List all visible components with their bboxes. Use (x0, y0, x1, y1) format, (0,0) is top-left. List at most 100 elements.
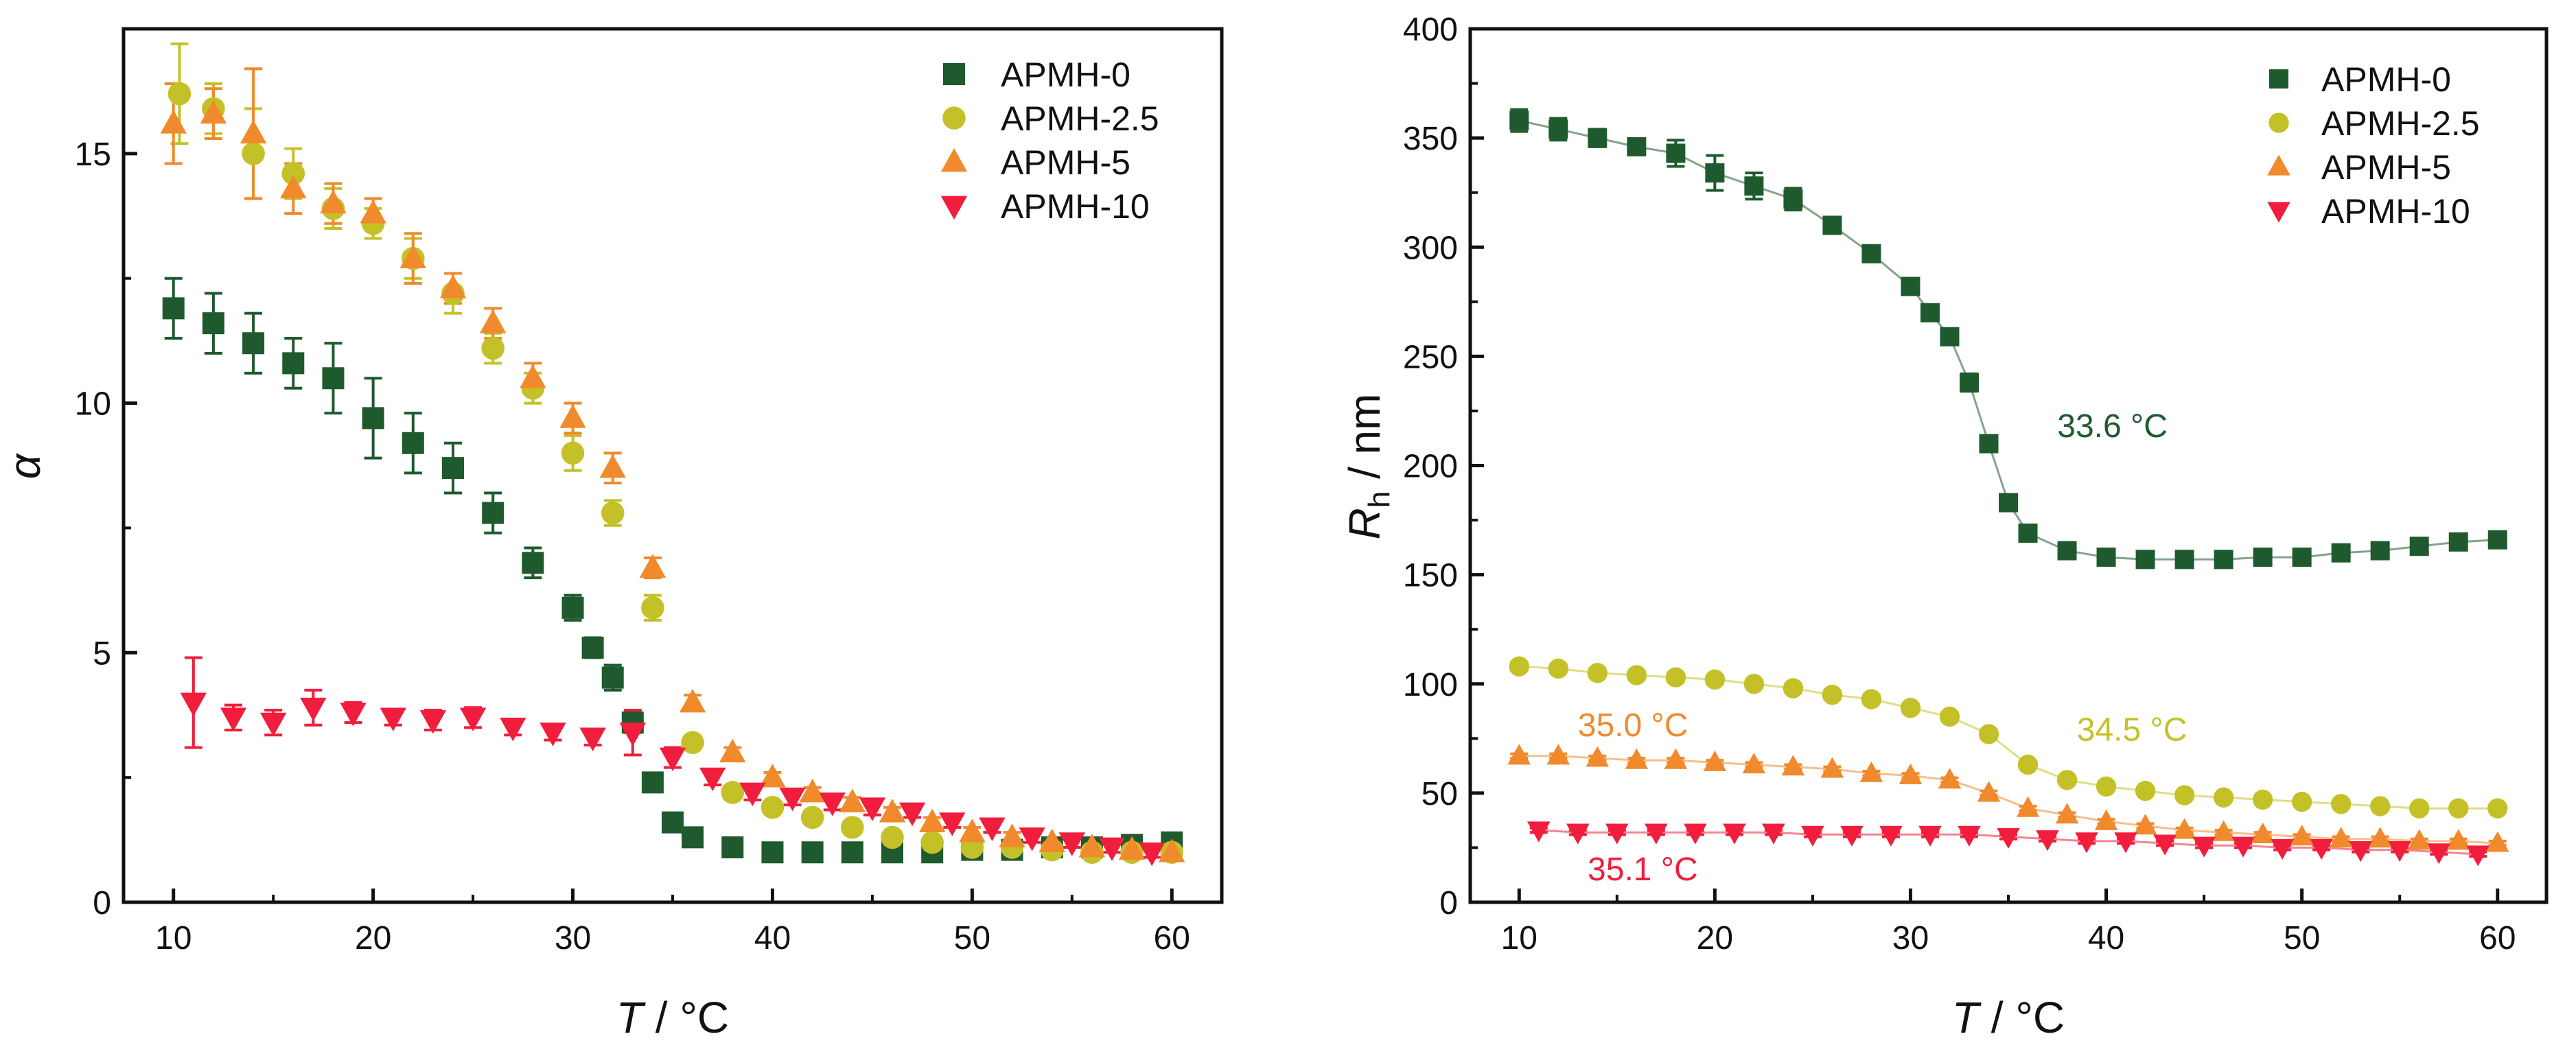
right-data-point (2349, 841, 2372, 862)
right-data-point (1997, 827, 2020, 849)
left-data-point (918, 808, 946, 833)
left-y-tick-label: 10 (75, 386, 111, 423)
left-data-point (360, 200, 386, 224)
right-data-point (1939, 706, 1960, 727)
right-legend-label: APMH-10 (2321, 192, 2470, 231)
right-legend-marker (2268, 113, 2289, 133)
right-data-point (1509, 656, 1529, 677)
left-y-tick-label: 0 (93, 885, 111, 921)
right-x-tick-label: 20 (1697, 920, 1733, 956)
right-data-point (2018, 524, 2038, 543)
right-data-point (2174, 550, 2194, 569)
right-data-point (1959, 373, 1979, 392)
right-data-point (2135, 550, 2155, 569)
left-x-tick-label: 20 (355, 920, 391, 956)
right-data-point (1801, 825, 1824, 847)
left-x-tick-label: 40 (754, 920, 791, 956)
right-data-point (2329, 827, 2353, 848)
right-data-point (2407, 829, 2431, 850)
left-data-point (281, 162, 305, 185)
right-y-tick-label: 100 (1403, 667, 1458, 703)
left-data-point (999, 823, 1025, 847)
left-data-point (761, 795, 785, 819)
left-data-point (721, 781, 745, 804)
right-data-point (2096, 776, 2117, 797)
right-data-point (2388, 841, 2411, 862)
right-data-point (1665, 667, 1686, 687)
left-data-point (599, 454, 626, 478)
right-data-point (1958, 825, 1981, 847)
left-data-point (639, 554, 666, 578)
left-data-point (419, 710, 447, 734)
right-x-tick-label: 60 (2479, 920, 2516, 956)
right-data-point (1588, 128, 1608, 148)
left-data-point (920, 830, 944, 854)
right-data-point (2016, 796, 2040, 817)
right-chart-panel: 10 20 30 40 50 60 0 50 100 150 200 250 300 350 400 33.… (1340, 12, 2549, 1042)
left-data-point (881, 825, 904, 849)
right-data-point (1507, 744, 1531, 765)
left-data-point (662, 811, 684, 834)
right-data-point (2213, 787, 2234, 808)
left-data-point (801, 841, 824, 864)
left-legend-label: APMH-5 (1001, 143, 1130, 182)
right-data-point (2409, 537, 2429, 556)
left-data-point (500, 718, 526, 742)
left-data-point (561, 596, 584, 619)
left-data-point (939, 812, 966, 836)
right-data-point (1605, 823, 1629, 845)
right-data-point (1978, 724, 1999, 744)
right-data-point (1820, 757, 1844, 778)
left-data-point (619, 722, 647, 747)
right-data-point (2487, 798, 2508, 819)
right-data-point (2135, 780, 2156, 801)
right-legend-label: APMH-2.5 (2321, 104, 2480, 143)
left-data-point (1038, 828, 1065, 853)
right-y-tick-label: 250 (1403, 339, 1458, 375)
left-data-point (160, 110, 187, 134)
right-data-point (2466, 845, 2490, 867)
right-data-point (1744, 176, 1764, 196)
left-data-point (1098, 837, 1126, 861)
left-data-point (539, 722, 566, 747)
right-legend-marker (2269, 69, 2288, 89)
right-data-point (1666, 143, 1686, 163)
right-y-tick-label: 0 (1439, 885, 1458, 921)
right-data-point (2252, 789, 2273, 810)
right-data-point (1977, 781, 2001, 802)
right-legend-label: APMH-5 (2321, 148, 2451, 187)
left-data-point (839, 788, 866, 812)
right-data-point (1627, 137, 1647, 156)
right-y-tick-label: 150 (1403, 558, 1458, 594)
right-data-point (2487, 530, 2507, 550)
left-data-point (779, 787, 806, 812)
left-data-point (240, 119, 267, 144)
left-data-point (479, 309, 507, 333)
right-data-point (2448, 798, 2469, 819)
right-data-point (1548, 119, 1568, 139)
right-data-point (1861, 689, 1882, 709)
right-data-point (2369, 796, 2391, 816)
right-data-point (2291, 791, 2312, 812)
right-data-point (2409, 798, 2430, 819)
left-legend-marker (940, 196, 968, 220)
right-data-point (2017, 754, 2039, 775)
right-y-tick-label: 50 (1422, 776, 1458, 812)
right-data-point (1703, 750, 1727, 771)
right-y-tick-label: 400 (1403, 12, 1458, 48)
right-legend: APMH-0 APMH-2.5 APMH-5 APMH-10 (2267, 60, 2480, 231)
right-data-point (1781, 755, 1805, 776)
left-data-point (841, 841, 863, 864)
right-data-point (2290, 825, 2314, 846)
left-data-point (242, 332, 265, 355)
left-x-axis-label: T / °C (616, 993, 729, 1042)
left-data-point (719, 738, 746, 763)
left-data-point (581, 637, 604, 659)
left-data-point (641, 596, 664, 620)
left-data-point (380, 707, 406, 731)
right-y-axis-label: Rh / nm (1340, 394, 1396, 540)
right-data-point (1783, 189, 1803, 209)
right-data-point (1940, 327, 1960, 346)
left-data-point (959, 819, 986, 843)
